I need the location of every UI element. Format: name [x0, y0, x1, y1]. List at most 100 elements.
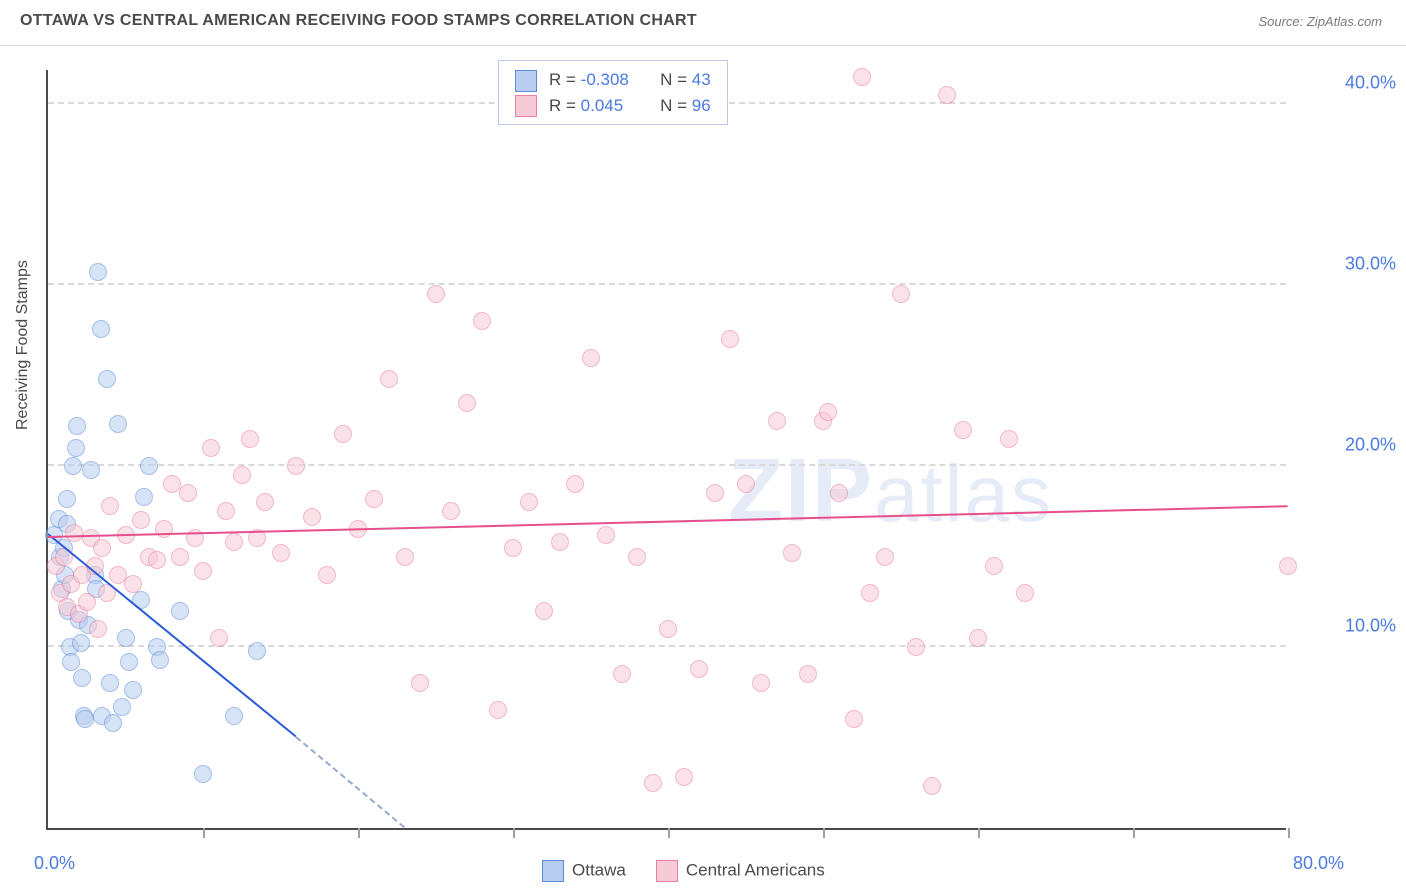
scatter-plot: ZIPatlas R = -0.308 N = 43R = 0.045 N = … — [46, 70, 1286, 830]
data-point — [104, 714, 122, 732]
legend-label: Central Americans — [686, 860, 825, 879]
legend-swatch — [515, 70, 537, 92]
y-tick-label: 20.0% — [1306, 435, 1396, 456]
data-point — [155, 520, 173, 538]
data-point — [969, 629, 987, 647]
x-tick — [1288, 828, 1290, 838]
data-point — [365, 490, 383, 508]
data-point — [427, 285, 445, 303]
data-point — [768, 412, 786, 430]
data-point — [92, 320, 110, 338]
data-point — [799, 665, 817, 683]
data-point — [101, 674, 119, 692]
data-point — [582, 349, 600, 367]
data-point — [58, 490, 76, 508]
data-point — [272, 544, 290, 562]
data-point — [217, 502, 235, 520]
data-point — [73, 669, 91, 687]
data-point — [171, 602, 189, 620]
source-label: Source: ZipAtlas.com — [1258, 14, 1382, 29]
data-point — [985, 557, 1003, 575]
data-point — [303, 508, 321, 526]
data-point — [675, 768, 693, 786]
data-point — [690, 660, 708, 678]
data-point — [411, 674, 429, 692]
data-point — [117, 629, 135, 647]
data-point — [489, 701, 507, 719]
data-point — [67, 439, 85, 457]
data-point — [233, 466, 251, 484]
data-point — [65, 524, 83, 542]
data-point — [101, 497, 119, 515]
data-point — [380, 370, 398, 388]
data-point — [473, 312, 491, 330]
data-point — [504, 539, 522, 557]
x-tick — [1133, 828, 1135, 838]
data-point — [241, 430, 259, 448]
stats-row: R = -0.308 N = 43 — [515, 67, 711, 93]
n-label: N = — [660, 70, 687, 89]
data-point — [783, 544, 801, 562]
gridline-h — [48, 464, 1286, 466]
data-point — [93, 539, 111, 557]
data-point — [551, 533, 569, 551]
x-tick — [668, 828, 670, 838]
data-point — [194, 562, 212, 580]
data-point — [819, 403, 837, 421]
series-legend: Ottawa Central Americans — [542, 860, 825, 882]
data-point — [113, 698, 131, 716]
chart-title: OTTAWA VS CENTRAL AMERICAN RECEIVING FOO… — [20, 12, 697, 30]
data-point — [120, 653, 138, 671]
data-point — [151, 651, 169, 669]
r-value: 0.045 — [581, 93, 651, 119]
x-tick — [203, 828, 205, 838]
data-point — [597, 526, 615, 544]
n-value: 43 — [692, 70, 711, 89]
data-point — [179, 484, 197, 502]
data-point — [171, 548, 189, 566]
data-point — [659, 620, 677, 638]
legend-item: Central Americans — [656, 860, 825, 882]
stats-legend-box: R = -0.308 N = 43R = 0.045 N = 96 — [498, 60, 728, 125]
gridline-h — [48, 283, 1286, 285]
data-point — [876, 548, 894, 566]
r-value: -0.308 — [581, 67, 651, 93]
data-point — [62, 653, 80, 671]
r-label: R = — [549, 96, 576, 115]
y-axis-label: Receiving Food Stamps — [14, 260, 32, 430]
data-point — [752, 674, 770, 692]
data-point — [938, 86, 956, 104]
data-point — [845, 710, 863, 728]
data-point — [628, 548, 646, 566]
x-tick — [978, 828, 980, 838]
data-point — [72, 634, 90, 652]
data-point — [82, 461, 100, 479]
legend-item: Ottawa — [542, 860, 626, 882]
legend-swatch — [656, 860, 678, 882]
x-axis-max-label: 80.0% — [1293, 853, 1344, 874]
data-point — [287, 457, 305, 475]
data-point — [458, 394, 476, 412]
data-point — [135, 488, 153, 506]
data-point — [132, 511, 150, 529]
data-point — [721, 330, 739, 348]
data-point — [248, 642, 266, 660]
legend-swatch — [542, 860, 564, 882]
title-bar: OTTAWA VS CENTRAL AMERICAN RECEIVING FOO… — [0, 0, 1406, 46]
data-point — [442, 502, 460, 520]
data-point — [148, 551, 166, 569]
data-point — [89, 263, 107, 281]
r-label: R = — [549, 70, 576, 89]
x-tick — [513, 828, 515, 838]
data-point — [140, 457, 158, 475]
data-point — [225, 533, 243, 551]
data-point — [1000, 430, 1018, 448]
legend-swatch — [515, 95, 537, 117]
trend-line-extension — [295, 736, 405, 828]
data-point — [256, 493, 274, 511]
data-point — [830, 484, 848, 502]
y-tick-label: 10.0% — [1306, 616, 1396, 637]
data-point — [737, 475, 755, 493]
data-point — [613, 665, 631, 683]
data-point — [210, 629, 228, 647]
